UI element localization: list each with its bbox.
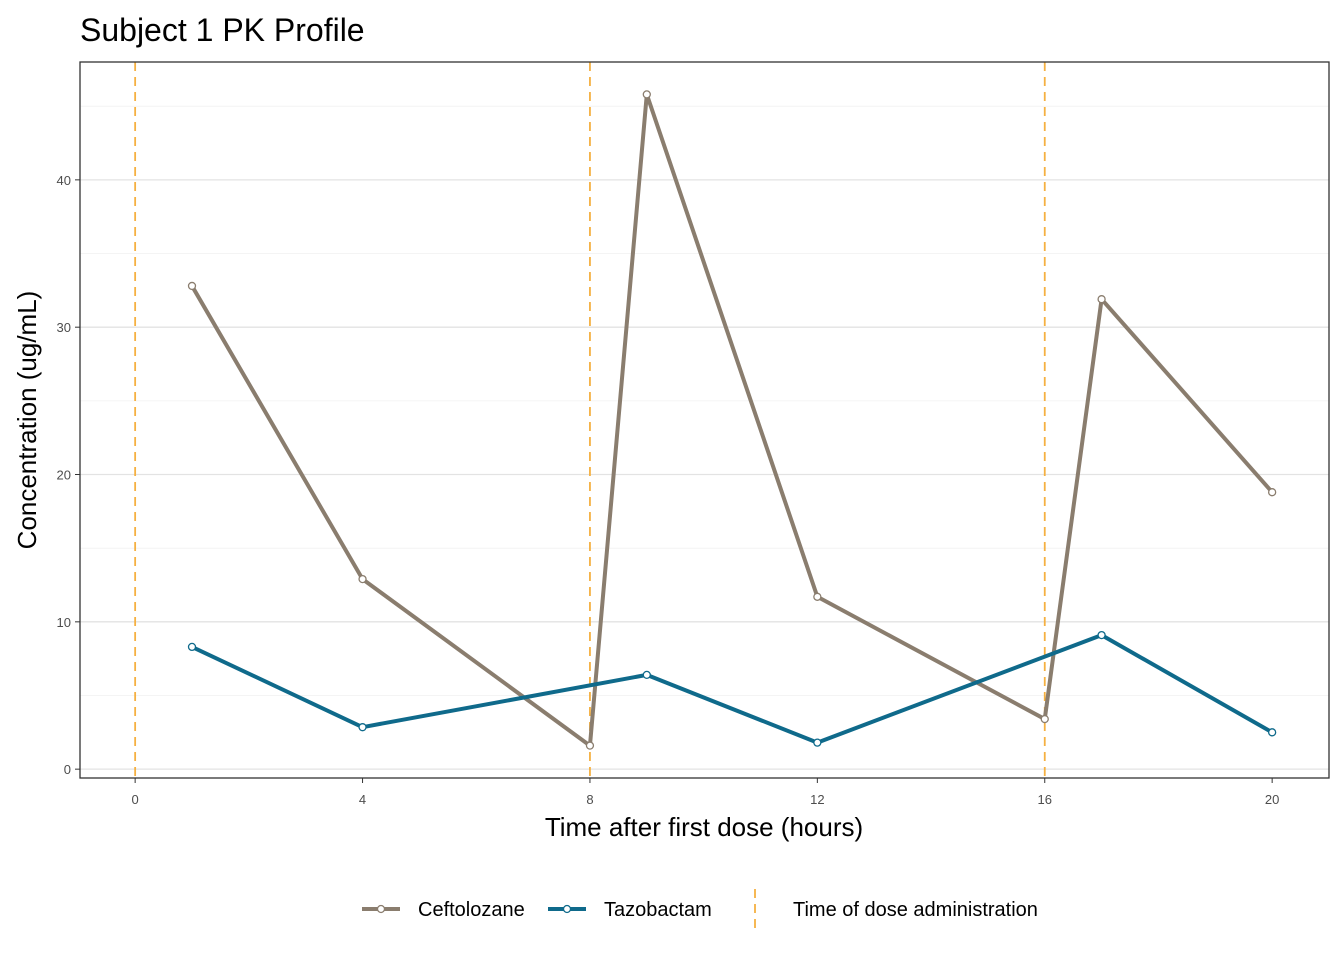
- y-tick-label: 40: [57, 173, 71, 188]
- y-tick-label: 20: [57, 468, 71, 483]
- x-tick-label: 4: [359, 792, 366, 807]
- data-point-tazobactam: [358, 723, 367, 732]
- y-tick-label: 30: [57, 320, 71, 335]
- y-tick-label: 0: [64, 762, 71, 777]
- y-axis-label: Concentration (ug/mL): [12, 291, 42, 550]
- data-point-ceftolozane: [1040, 714, 1049, 724]
- data-point-ceftolozane: [642, 90, 651, 99]
- series-line-ceftolozane: [190, 92, 1274, 748]
- legend-key-point: [376, 904, 386, 914]
- data-point-ceftolozane: [813, 592, 822, 601]
- x-tick-label: 8: [586, 792, 593, 807]
- legend: Ceftolozane Tazobactam Time of dose admini…: [362, 889, 1038, 930]
- legend-label: Ceftolozane: [418, 899, 525, 921]
- chart-title: Subject 1 PK Profile: [80, 12, 365, 48]
- data-point-ceftolozane: [585, 741, 595, 750]
- data-point-tazobactam: [187, 642, 197, 652]
- x-tick-label: 20: [1265, 792, 1279, 807]
- data-point-ceftolozane: [1097, 295, 1106, 304]
- data-point-tazobactam: [1097, 630, 1106, 640]
- data-point-ceftolozane: [1267, 488, 1277, 497]
- x-tick-label: 0: [132, 792, 139, 807]
- series-line-tazobactam: [191, 633, 1274, 745]
- legend-label: Tazobactam: [604, 899, 712, 921]
- x-axis-label: Time after first dose (hours): [545, 812, 863, 842]
- data-point-ceftolozane: [187, 281, 197, 291]
- x-tick-label: 12: [810, 792, 824, 807]
- data-point-tazobactam: [642, 670, 651, 680]
- data-point-ceftolozane: [358, 574, 367, 584]
- legend-label: Time of dose administration: [793, 899, 1038, 921]
- plot-panel-border: [79, 61, 1330, 779]
- data-point-tazobactam: [1267, 728, 1277, 737]
- legend-key-point: [562, 904, 572, 914]
- y-tick-label: 10: [57, 615, 71, 630]
- x-tick-label: 16: [1038, 792, 1052, 807]
- data-point-tazobactam: [813, 738, 822, 747]
